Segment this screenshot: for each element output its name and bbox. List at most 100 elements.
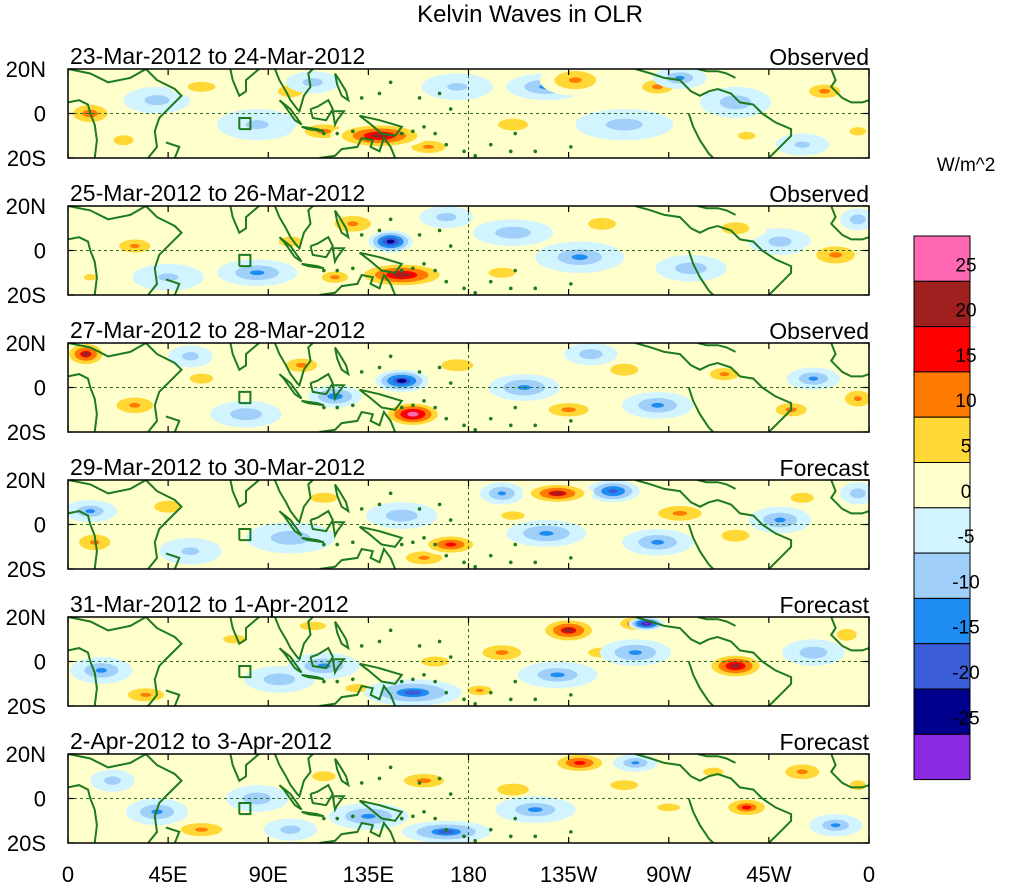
island [351, 403, 355, 408]
island [359, 781, 364, 785]
island [462, 697, 466, 702]
anomaly-blob [651, 402, 665, 408]
island [513, 131, 518, 136]
coastline [319, 820, 397, 843]
coastline [309, 783, 334, 807]
island [351, 677, 355, 682]
island [335, 816, 340, 821]
coastline [278, 373, 303, 400]
island [351, 814, 355, 819]
y-tick-label: 20S [7, 283, 46, 308]
island [399, 268, 404, 273]
coastline [635, 343, 793, 432]
island [508, 286, 513, 291]
coastline [278, 510, 303, 537]
coastline [697, 754, 736, 764]
anomaly-blob [568, 77, 582, 83]
colorbar-tick-label: 10 [955, 391, 976, 412]
panel-status: Observed [769, 44, 869, 70]
island [399, 679, 404, 684]
island [388, 80, 393, 85]
coastline [829, 206, 869, 241]
anomaly-blob [223, 635, 247, 644]
anomaly-blob [608, 489, 618, 494]
coastline [238, 390, 252, 405]
coastline [165, 552, 181, 569]
coastline [331, 384, 346, 402]
coastline [309, 509, 334, 533]
coastline [238, 528, 252, 542]
coastline [331, 795, 346, 813]
island [488, 279, 493, 284]
anomaly-blob [495, 226, 531, 239]
island [473, 290, 477, 295]
island [359, 644, 364, 648]
island [359, 96, 364, 100]
anomaly-blob [652, 84, 664, 90]
anomaly-blob [407, 411, 419, 417]
anomaly-blob [299, 621, 327, 631]
colorbar-swatch [913, 507, 971, 554]
anomaly-blob [263, 673, 296, 686]
panel-date-range: 31-Mar-2012 to 1-Apr-2012 [70, 591, 349, 617]
anomaly-blob [441, 359, 474, 372]
coastline [334, 209, 350, 240]
island [417, 644, 422, 648]
island [448, 244, 453, 248]
coastline [829, 617, 869, 652]
coastline [165, 689, 181, 706]
panel-date-range: 23-Mar-2012 to 24-Mar-2012 [70, 43, 365, 69]
coastline [301, 810, 325, 818]
coastline [829, 480, 869, 515]
panel: 20N 0 20S 29-Mar-2012 to 30-Mar-2012 Forecas… [6, 454, 870, 582]
island [411, 677, 415, 682]
anomaly-blob [445, 542, 457, 547]
anomaly-blob [187, 81, 216, 92]
anomaly-blob [243, 792, 271, 805]
y-tick-label: 0 [34, 513, 46, 538]
island [417, 96, 422, 100]
anomaly-blob [488, 267, 516, 278]
island [448, 792, 453, 796]
island [377, 502, 382, 507]
anomaly-blob [157, 273, 179, 282]
coastline [687, 798, 715, 843]
figure-title: Kelvin Waves in OLR [417, 1, 643, 28]
coastline [697, 69, 736, 79]
panel-status: Observed [769, 318, 869, 344]
island [411, 129, 415, 134]
anomaly-blob [497, 118, 529, 131]
island [473, 564, 477, 569]
coastline [319, 409, 397, 432]
island [533, 697, 538, 702]
island [388, 354, 393, 359]
island [508, 697, 513, 702]
coastline [687, 113, 714, 158]
island [322, 268, 326, 273]
island [437, 228, 442, 233]
coastline [334, 346, 350, 377]
coastline [238, 665, 252, 679]
anomaly-blob [144, 95, 170, 106]
anomaly-blob [386, 239, 395, 244]
island [388, 217, 393, 222]
coastline [358, 388, 404, 411]
coastline [165, 278, 181, 295]
anomaly-blob [719, 95, 752, 110]
coastline [238, 253, 252, 268]
anomaly-blob [475, 688, 484, 693]
coastline [278, 236, 303, 263]
coastline [687, 524, 715, 569]
coastline [301, 125, 325, 133]
panel-status: Forecast [780, 455, 870, 481]
y-tick-label: 20S [7, 146, 46, 171]
y-tick-label: 20S [7, 694, 46, 719]
colorbar-tick-label: 20 [955, 301, 976, 322]
anomaly-field [68, 343, 869, 432]
island [377, 228, 382, 233]
anomaly-blob [539, 530, 554, 536]
island [377, 365, 382, 370]
y-tick-label: 20N [6, 605, 46, 630]
coastline [334, 757, 350, 788]
